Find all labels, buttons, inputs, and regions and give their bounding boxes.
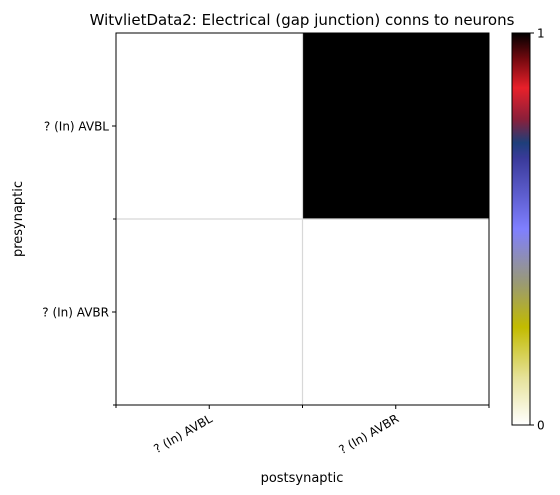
colorbar bbox=[511, 32, 531, 426]
x-tick-label: ? (In) AVBL bbox=[151, 411, 215, 456]
y-axis-ticks: ? (In) AVBL ? (In) AVBR bbox=[42, 120, 116, 406]
colorbar-tick-label: 1 bbox=[537, 27, 545, 41]
y-axis-label: presynaptic bbox=[11, 181, 26, 257]
heatmap-cell-1-0 bbox=[116, 219, 303, 405]
x-axis-ticks: ? (In) AVBL ? (In) AVBR bbox=[115, 405, 490, 457]
y-tick-label: ? (In) AVBR bbox=[42, 306, 109, 320]
chart-title: WitvlietData2: Electrical (gap junction)… bbox=[90, 11, 515, 29]
heatmap-cell-0-0 bbox=[116, 33, 303, 219]
grid-lines bbox=[116, 33, 489, 405]
colorbar-tick-label: 0 bbox=[537, 419, 545, 433]
x-axis-label: postsynaptic bbox=[261, 471, 344, 486]
x-tick-label: ? (In) AVBR bbox=[336, 411, 401, 456]
colorbar-ticks: 01 bbox=[530, 27, 545, 433]
heatmap-cells bbox=[116, 33, 489, 405]
y-tick-label: ? (In) AVBL bbox=[44, 120, 109, 134]
heatmap-cell-1-1 bbox=[302, 219, 489, 405]
heatmap-cell-0-1 bbox=[302, 33, 489, 219]
